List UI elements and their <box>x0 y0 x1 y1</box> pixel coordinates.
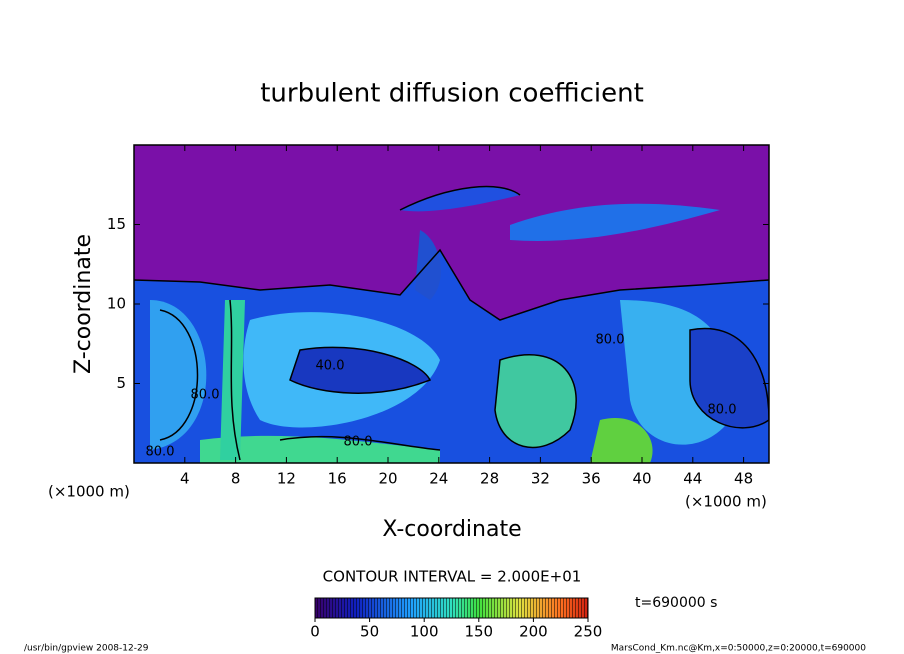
y-tick-label: 5 <box>116 374 126 392</box>
contour-field <box>134 145 769 463</box>
x-tick-label: 8 <box>231 470 241 488</box>
footer-right: MarsCond_Km.nc@Km,x=0:50000,z=0:20000,t=… <box>611 644 866 654</box>
x-tick-label: 12 <box>277 470 296 488</box>
x-unit-label: (×1000 m) <box>48 483 130 501</box>
contour-label: 80.0 <box>191 388 220 403</box>
x-tick-label: 40 <box>632 470 651 488</box>
x-tick-label: 32 <box>531 470 550 488</box>
x-unit-label: (×1000 m) <box>685 493 767 511</box>
colorbar-tick-label: 250 <box>574 623 603 641</box>
contour-label: 80.0 <box>596 333 625 348</box>
contour-label: 40.0 <box>316 359 345 374</box>
x-tick-label: 48 <box>734 470 753 488</box>
colorbar-tick-label: 150 <box>464 623 493 641</box>
x-tick-label: 16 <box>328 470 347 488</box>
x-axis-label: X-coordinate <box>382 517 521 542</box>
colorbar-tick-label: 0 <box>310 623 320 641</box>
x-tick-label: 44 <box>683 470 702 488</box>
x-tick-label: 28 <box>480 470 499 488</box>
colorbar-levels <box>315 598 588 618</box>
y-axis-label: Z-coordinate <box>71 234 96 374</box>
time-label: t=690000 s <box>635 595 717 611</box>
y-tick-label: 15 <box>107 215 126 233</box>
colorbar-tick-label: 200 <box>519 623 548 641</box>
footer-left: /usr/bin/gpview 2008-12-29 <box>24 644 149 654</box>
chart-title: turbulent diffusion coefficient <box>260 79 644 109</box>
y-tick-label: 10 <box>107 295 126 313</box>
x-tick-label: 24 <box>429 470 448 488</box>
x-tick-label: 36 <box>582 470 601 488</box>
colorbar-frame <box>314 597 589 619</box>
contour-label: 80.0 <box>146 445 175 460</box>
x-tick-label: 4 <box>180 470 190 488</box>
colorbar-tick-label: 100 <box>410 623 439 641</box>
contour-interval: CONTOUR INTERVAL = 2.000E+01 <box>323 568 582 586</box>
contour-label: 80.0 <box>344 435 373 450</box>
contour-label: 80.0 <box>708 403 737 418</box>
x-tick-label: 20 <box>378 470 397 488</box>
colorbar-tick-label: 50 <box>360 623 379 641</box>
